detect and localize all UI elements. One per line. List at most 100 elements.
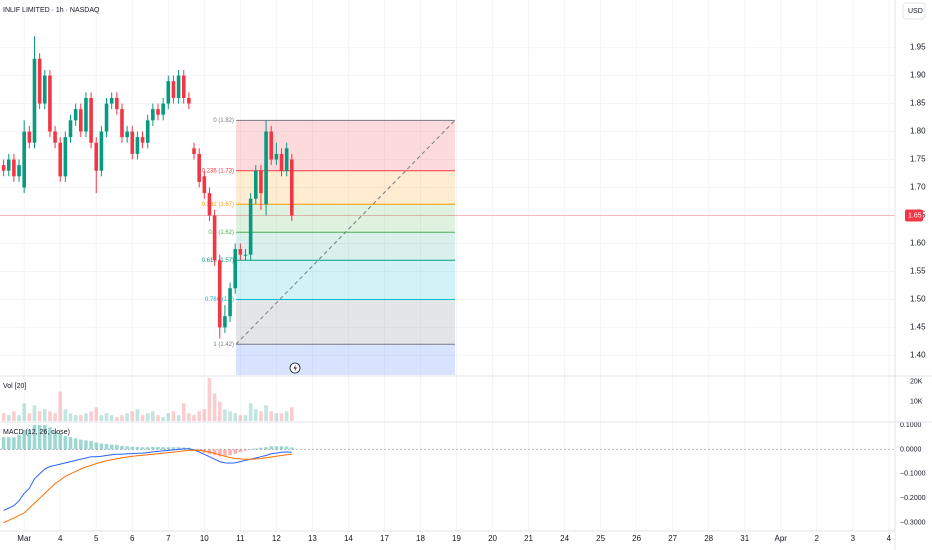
candle-body bbox=[253, 170, 258, 199]
macd-histogram-bar bbox=[37, 424, 42, 450]
candle-body bbox=[243, 254, 248, 256]
macd-histogram-bar bbox=[135, 446, 140, 450]
x-tick-label: 3 bbox=[851, 534, 856, 543]
candle-body bbox=[79, 109, 83, 132]
macd-histogram-bar bbox=[130, 446, 135, 450]
y-tick-label: 1.40 bbox=[910, 351, 926, 360]
candle-body bbox=[212, 215, 217, 261]
currency-box[interactable] bbox=[902, 2, 926, 20]
macd-histogram-bar bbox=[125, 446, 129, 450]
macd-histogram-bar bbox=[264, 447, 268, 450]
macd-histogram-bar bbox=[217, 449, 222, 457]
volume-bar bbox=[135, 409, 140, 421]
macd-histogram-bar bbox=[161, 447, 165, 450]
macd-line bbox=[3, 449, 292, 524]
volume-bar bbox=[187, 413, 191, 421]
macd-histogram-bar bbox=[89, 440, 93, 450]
macd-histogram-bar bbox=[279, 446, 284, 450]
fib-band bbox=[236, 120, 455, 171]
x-tick-label: 2 bbox=[815, 534, 820, 543]
candle-body bbox=[63, 137, 68, 177]
volume-bar bbox=[238, 415, 243, 421]
candle-body bbox=[99, 131, 104, 171]
volume-bar bbox=[6, 415, 11, 421]
macd-histogram-bar bbox=[104, 444, 109, 450]
volume-bar bbox=[1, 413, 6, 421]
y-tick-label: 1.60 bbox=[910, 239, 926, 248]
symbol-title: INLIF LIMITED · 1h · NASDAQ bbox=[3, 7, 100, 14]
volume-bar bbox=[166, 413, 171, 421]
volume-bar bbox=[120, 415, 124, 421]
candle-body bbox=[89, 97, 93, 143]
volume-bar bbox=[274, 413, 279, 421]
candle-body bbox=[238, 249, 243, 255]
volume-bar bbox=[151, 411, 155, 421]
volume-bar bbox=[264, 405, 268, 421]
fib-band bbox=[236, 204, 455, 233]
x-tick-label: 25 bbox=[596, 534, 605, 543]
fib-label: 0 (1.82) bbox=[213, 118, 234, 124]
candle-body bbox=[269, 131, 274, 160]
candle-body bbox=[68, 120, 73, 138]
macd-histogram-bar bbox=[32, 424, 37, 450]
macd-histogram-bar bbox=[145, 447, 150, 450]
macd-histogram-bar bbox=[253, 448, 258, 450]
candle-body bbox=[274, 153, 279, 160]
volume-bar bbox=[290, 407, 294, 421]
x-tick-label: 13 bbox=[308, 534, 317, 543]
candle-body bbox=[48, 75, 52, 132]
volume-label: Vol [20] bbox=[3, 383, 26, 390]
volume-bar bbox=[37, 411, 42, 421]
macd-histogram-bar bbox=[233, 449, 238, 454]
macd-histogram-bar bbox=[6, 437, 11, 450]
candle-body bbox=[125, 131, 129, 138]
volume-bar bbox=[58, 391, 63, 421]
last-price-box bbox=[905, 209, 923, 222]
macd-histogram-bar bbox=[140, 447, 145, 450]
macd-histogram-bar bbox=[63, 435, 68, 450]
fib-label: 0.618 (1.57) bbox=[202, 258, 234, 264]
candle-body bbox=[6, 159, 11, 171]
fib-band bbox=[236, 260, 455, 300]
volume-bar bbox=[48, 411, 52, 421]
x-tick-label: 20 bbox=[488, 534, 497, 543]
macd-histogram-bar bbox=[68, 437, 73, 450]
x-tick-label: 7 bbox=[166, 534, 171, 543]
alert-icon[interactable] bbox=[289, 362, 301, 374]
x-tick-label: 18 bbox=[416, 534, 425, 543]
macd-tick-label: −0.2000 bbox=[900, 495, 926, 502]
macd-histogram-bar bbox=[48, 427, 52, 450]
volume-bar bbox=[68, 413, 73, 421]
macd-histogram-bar bbox=[166, 447, 171, 450]
candle-body bbox=[284, 148, 289, 171]
candle-body bbox=[145, 120, 150, 143]
macd-histogram-bar bbox=[212, 449, 217, 456]
candle-body bbox=[217, 260, 222, 328]
volume-bar bbox=[32, 405, 37, 421]
volume-bar bbox=[202, 409, 207, 421]
candle-body bbox=[176, 75, 181, 98]
y-tick-label: 1.50 bbox=[910, 295, 926, 304]
volume-bar bbox=[161, 417, 165, 421]
macd-histogram-bar bbox=[12, 437, 16, 450]
macd-histogram-bar bbox=[120, 445, 124, 450]
candle-body bbox=[27, 131, 32, 143]
fib-band bbox=[236, 232, 455, 261]
x-tick-label: 27 bbox=[668, 534, 677, 543]
last-price-label: 1.65 bbox=[908, 212, 922, 219]
candle-body bbox=[42, 75, 47, 104]
volume-bar bbox=[212, 393, 217, 421]
candle-body bbox=[171, 81, 176, 98]
candle-body bbox=[12, 159, 16, 177]
x-tick-label: 4 bbox=[887, 534, 892, 543]
candle-body bbox=[53, 131, 57, 143]
candle-body bbox=[181, 75, 186, 98]
candle-body bbox=[202, 176, 207, 194]
volume-bar bbox=[125, 413, 129, 421]
candle-body bbox=[109, 97, 114, 104]
y-tick-label: 1.75 bbox=[910, 155, 926, 164]
macd-histogram-bar bbox=[53, 431, 57, 450]
candle-body bbox=[17, 165, 21, 177]
volume-bar bbox=[42, 409, 47, 421]
